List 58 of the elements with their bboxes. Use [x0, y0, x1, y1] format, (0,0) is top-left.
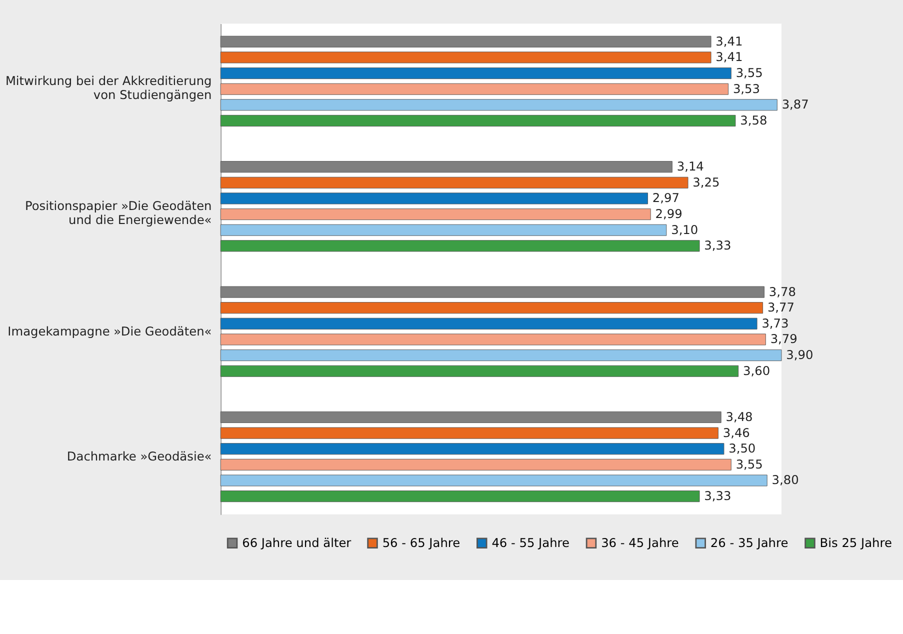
y-tick-label: Mitwirkung bei der Akkreditierung von Studiengängen — [5, 74, 212, 102]
legend-label: 26 - 35 Jahre — [710, 536, 788, 550]
data-label: 3,78 — [768, 284, 796, 299]
bar — [220, 427, 718, 439]
data-label: 2,97 — [652, 191, 680, 206]
bar — [220, 83, 729, 95]
bar — [220, 411, 722, 423]
data-label: 3,14 — [676, 160, 704, 174]
y-tick-label: Imagekampagne »Die Geodäten« — [8, 324, 212, 338]
bar — [220, 224, 667, 236]
bar — [220, 161, 672, 173]
bar — [220, 114, 736, 126]
data-label: 3,55 — [736, 457, 763, 472]
bar — [220, 350, 782, 362]
bar — [220, 240, 700, 252]
data-label: 3,73 — [762, 316, 789, 330]
data-label: 3,50 — [728, 442, 756, 456]
data-label: 3,55 — [736, 66, 763, 80]
bar — [220, 176, 688, 188]
bar — [220, 192, 648, 204]
legend-label: 56 - 65 Jahre — [382, 536, 460, 550]
data-label: 3,53 — [732, 82, 760, 96]
bar — [220, 286, 764, 298]
legend-label: 36 - 45 Jahre — [601, 536, 679, 550]
legend-label: Bis 25 Jahre — [820, 536, 892, 550]
data-label: 2,99 — [655, 207, 682, 222]
bar — [220, 302, 764, 314]
y-tick-label: Positionspapier »Die Geodäten und die Energiewende« — [24, 199, 212, 228]
bar — [220, 334, 766, 346]
bar — [220, 68, 732, 80]
data-label: 3,10 — [671, 222, 698, 237]
data-label: 3,77 — [767, 300, 795, 315]
bar — [220, 36, 712, 48]
data-label: 3,60 — [743, 364, 770, 378]
data-label: 3,41 — [716, 50, 743, 64]
bar — [220, 490, 700, 502]
data-label: 3,33 — [704, 238, 732, 253]
bar — [220, 443, 724, 455]
bar — [220, 474, 768, 486]
data-label: 3,90 — [786, 348, 814, 362]
bar — [220, 52, 712, 64]
bar — [220, 365, 739, 377]
data-label: 3,41 — [716, 34, 743, 48]
y-tick-label: Dachmarke »Geodäsie« — [66, 450, 212, 464]
data-label: 3,33 — [704, 489, 732, 504]
data-label: 3,58 — [740, 113, 768, 128]
legend-label: 66 Jahre und älter — [242, 536, 352, 550]
data-label: 3,46 — [722, 426, 750, 440]
data-label: 3,79 — [770, 332, 798, 346]
legend-label: 46 - 55 Jahre — [492, 536, 570, 550]
data-label: 3,87 — [782, 98, 809, 112]
bar — [220, 458, 732, 470]
data-label: 3,80 — [772, 473, 799, 488]
bar — [220, 99, 778, 111]
data-label: 3,48 — [726, 410, 753, 424]
bar — [220, 318, 758, 330]
bar — [220, 208, 651, 220]
data-label: 3,25 — [692, 175, 720, 190]
